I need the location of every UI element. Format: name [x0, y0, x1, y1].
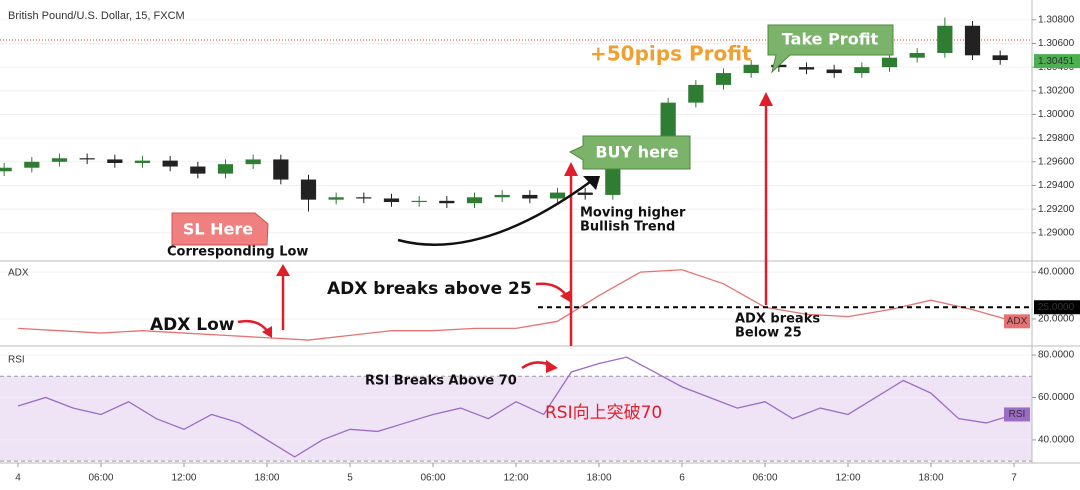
y-tick-label: 1.29800 — [1038, 133, 1075, 144]
x-tick-label: 12:00 — [503, 473, 528, 484]
candle-body — [881, 57, 898, 68]
y-tick-label: 1.30000 — [1038, 109, 1075, 120]
candle-body — [854, 67, 870, 74]
x-tick-label: 06:00 — [420, 473, 445, 484]
candle-body — [549, 192, 566, 199]
panel-label: ADX — [8, 268, 29, 279]
candle-body — [439, 200, 455, 204]
candle-body — [24, 161, 40, 168]
annotation: Moving higher — [580, 206, 686, 221]
candle-body — [743, 64, 759, 74]
callout — [171, 212, 269, 246]
y-tick-label: 1.29200 — [1038, 204, 1075, 215]
x-tick-label: 12:00 — [835, 473, 860, 484]
annotation: Below 25 — [735, 326, 802, 341]
x-tick-label: 7 — [1011, 473, 1017, 484]
y-tick-label: 1.29000 — [1038, 227, 1075, 238]
x-tick-label: 18:00 — [918, 473, 943, 484]
annotation: Corresponding Low — [167, 245, 308, 260]
y-tick-label: 1.30200 — [1038, 85, 1075, 96]
y-tick-label: 1.30600 — [1038, 38, 1075, 49]
candle-body — [300, 179, 317, 200]
candle-body — [937, 25, 953, 53]
annotation: RSI Breaks Above 70 — [365, 374, 517, 389]
candle-body — [217, 164, 234, 174]
x-tick-label: 4 — [15, 473, 21, 484]
annotation: RSI向上突破70 — [545, 403, 662, 423]
x-tick-label: 5 — [347, 473, 353, 484]
last-price-tag — [1034, 54, 1080, 69]
x-tick-label: 6 — [679, 473, 685, 484]
x-tick-label: 18:00 — [586, 473, 611, 484]
candle-body — [107, 159, 123, 163]
candle-body — [51, 158, 68, 162]
level-label: 25.0000 — [1038, 302, 1075, 313]
y-tick-label: 60.0000 — [1038, 392, 1075, 403]
candle-body — [245, 159, 261, 165]
trend-arrow — [397, 180, 591, 246]
level-tag — [1034, 300, 1080, 315]
candle-body — [715, 73, 732, 85]
x-tick-label: 18:00 — [254, 473, 279, 484]
annotation: Take Profit — [782, 30, 879, 49]
candle-body — [688, 84, 704, 103]
annotation: ADX breaks — [735, 312, 820, 327]
trend-arrow-head — [583, 176, 600, 190]
annotation: ADX Low — [150, 315, 235, 335]
x-tick-label: 12:00 — [171, 473, 196, 484]
y-tick-label: 40.0000 — [1038, 435, 1075, 446]
candle-body — [79, 158, 95, 160]
callout — [767, 24, 894, 74]
legend-label: RSI — [1009, 409, 1026, 420]
candle-body — [162, 160, 178, 167]
annotation: Bullish Trend — [580, 220, 675, 235]
candle-body — [826, 69, 842, 74]
candle-body — [494, 194, 510, 198]
candle-body — [190, 166, 206, 174]
candle-body — [909, 52, 925, 58]
candle-body — [577, 192, 593, 195]
series-line — [17, 356, 1015, 458]
candle-body — [383, 198, 400, 203]
candle-body — [605, 164, 621, 195]
candle-body — [356, 197, 372, 199]
annotation: ADX breaks above 25 — [327, 279, 532, 299]
y-tick-label: 20.0000 — [1038, 314, 1075, 325]
callout — [568, 135, 691, 170]
x-tick-label: 06:00 — [752, 473, 777, 484]
y-tick-label: 1.29400 — [1038, 180, 1075, 191]
candle-body — [964, 25, 981, 56]
y-tick-label: 1.29600 — [1038, 156, 1075, 167]
candle-body — [0, 167, 12, 172]
legend-tag — [1004, 407, 1030, 422]
y-tick-label: 80.0000 — [1038, 350, 1075, 361]
legend-label: ADX — [1007, 316, 1028, 327]
candle-body — [411, 200, 427, 203]
candle-body — [273, 159, 289, 180]
candle-body — [660, 102, 676, 145]
candle-body — [466, 197, 483, 204]
last-price-label: 1.30451 — [1038, 56, 1075, 67]
candle-body — [134, 160, 151, 163]
y-tick-label: 1.30800 — [1038, 14, 1075, 25]
annotation: +50pips Profit — [590, 42, 752, 66]
x-tick-label: 06:00 — [88, 473, 113, 484]
series-line — [17, 269, 1015, 341]
panel-label: RSI — [8, 355, 25, 366]
annotation: BUY here — [595, 143, 678, 162]
chart-title: British Pound/U.S. Dollar, 15, FXCM — [8, 10, 185, 22]
annotation: SL Here — [183, 220, 253, 239]
candle-body — [798, 67, 815, 70]
signal-arrows — [237, 92, 773, 373]
legend-tag — [1004, 314, 1030, 329]
candle-body — [328, 197, 344, 200]
rsi-band-fill — [0, 376, 1032, 462]
y-tick-label: 40.0000 — [1038, 267, 1075, 278]
candle-body — [992, 55, 1008, 61]
candle-body — [522, 194, 538, 199]
